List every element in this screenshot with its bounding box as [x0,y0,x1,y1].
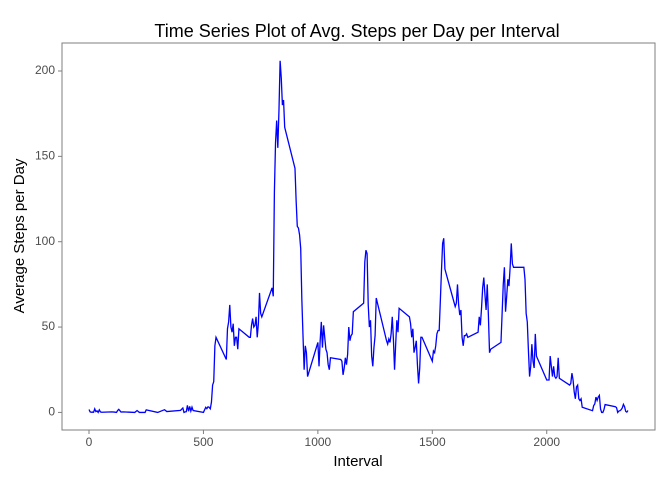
x-tick-label: 500 [193,435,213,449]
x-tick-label: 1000 [305,435,332,449]
y-tick-label: 150 [35,149,55,163]
x-tick-label: 0 [86,435,93,449]
chart-title: Time Series Plot of Avg. Steps per Day p… [154,21,559,41]
plot-background [61,42,656,431]
y-tick-label: 200 [35,63,55,77]
x-axis-label: Interval [333,453,382,470]
x-tick-label: 1500 [419,435,446,449]
y-axis-label: Average Steps per Day [11,158,28,313]
y-tick-label: 100 [35,234,55,248]
y-tick-label: 50 [42,319,56,333]
data-line [88,60,629,414]
x-tick-label: 2000 [533,435,560,449]
y-tick-label: 0 [48,405,55,419]
